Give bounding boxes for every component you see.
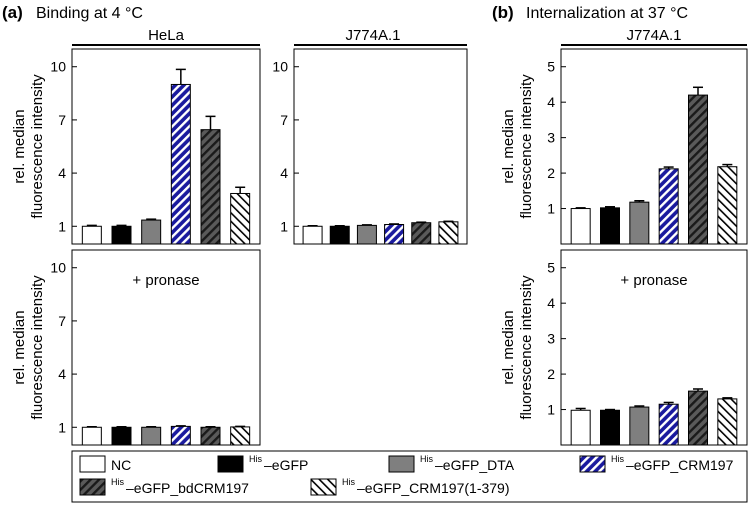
legend-swatch-egfp	[217, 455, 244, 473]
col-title-j774-internalization: J774A.1	[626, 27, 681, 44]
y-tick-label: 4	[58, 165, 66, 181]
bar-crm197_1_379	[438, 221, 459, 245]
plot-frame	[560, 48, 748, 245]
y-axis-label-line2: fluorescence intensity	[518, 275, 535, 420]
bar-nc	[81, 426, 102, 446]
legend-label-crm197_1_379: –eGFP_CRM197(1-379)	[357, 480, 510, 496]
bar-crm197	[658, 168, 679, 245]
bar-egfp	[600, 409, 620, 446]
y-tick-label: 1	[547, 402, 555, 418]
y-axis-label-line2: fluorescence intensity	[518, 74, 535, 219]
bar-nc	[302, 225, 323, 245]
legend-sup-egfp: His	[249, 454, 262, 464]
legend-label-crm197: –eGFP_CRM197	[626, 457, 734, 473]
bar-nc	[81, 225, 102, 245]
bar-crm197_1_379	[230, 192, 251, 245]
bar-egfp	[329, 225, 350, 245]
plot-frame	[293, 48, 468, 245]
bar-dta	[141, 219, 162, 245]
panel-a-title: Binding at 4 °C	[36, 5, 143, 22]
y-axis-label: rel. median	[500, 109, 517, 183]
y-tick-label: 1	[280, 218, 288, 234]
bar-dta	[356, 224, 377, 245]
chart-hela-pronase: 1 4 7 10 rel. median fluorescence intensity + …	[11, 249, 261, 446]
legend-swatch-crm197_1_379	[310, 478, 337, 496]
y-tick-label: 4	[280, 165, 288, 181]
y-axis-label: rel. median	[500, 310, 517, 384]
y-tick-label: 3	[547, 130, 555, 146]
bar-bdcrm197	[200, 426, 221, 446]
plot-frame	[71, 249, 261, 446]
chart-j774-binding: 1 4 7 10	[272, 48, 468, 245]
y-tick-label: 7	[58, 313, 66, 329]
bar-dta	[629, 406, 650, 446]
bar-bdcrm197	[688, 94, 708, 245]
y-axis-label-line2: fluorescence intensity	[29, 275, 46, 420]
bar-egfp	[111, 225, 132, 245]
legend-swatch-crm197	[579, 455, 606, 473]
y-tick-label: 5	[547, 260, 555, 276]
y-tick-label: 10	[50, 260, 66, 276]
chart-j774-pronase: 1 2 3 4 5 rel. median fluorescence intensity + …	[500, 249, 748, 446]
bar-dta	[141, 426, 162, 446]
legend-sup-bdcrm197: His	[111, 477, 124, 487]
bar-dta	[629, 201, 650, 245]
legend-sup-crm197: His	[611, 454, 624, 464]
y-tick-label: 4	[547, 94, 555, 110]
plot-frame	[71, 48, 261, 245]
panel-b-letter: (b)	[492, 3, 514, 22]
legend-swatch-nc	[79, 455, 106, 473]
col-title-hela: HeLa	[148, 27, 185, 44]
bar-bdcrm197	[200, 129, 221, 245]
legend-label-nc: NC	[111, 457, 131, 473]
panel-annotation: + pronase	[620, 272, 687, 289]
bar-crm197_1_379	[230, 426, 251, 446]
bar-crm197_1_379	[717, 166, 738, 245]
y-axis-label: rel. median	[11, 310, 28, 384]
bar-crm197	[170, 425, 191, 446]
legend-label-bdcrm197: –eGFP_bdCRM197	[126, 480, 249, 496]
bar-nc	[570, 409, 591, 446]
y-tick-label: 7	[58, 112, 66, 128]
bar-crm197	[170, 83, 191, 245]
y-tick-label: 1	[547, 201, 555, 217]
y-tick-label: 2	[547, 165, 555, 181]
legend-label-egfp: –eGFP	[264, 457, 308, 473]
y-tick-label: 4	[58, 366, 66, 382]
legend: NC His –eGFP His –eGFP_DTA His –eGFP_CRM197His…	[71, 450, 748, 503]
legend-sup-dta: His	[420, 454, 433, 464]
y-tick-label: 4	[547, 295, 555, 311]
chart-hela-binding: 1 4 7 10 rel. median fluorescence intensity	[11, 48, 261, 245]
bar-egfp	[600, 207, 620, 245]
panel-annotation: + pronase	[132, 272, 199, 289]
bar-crm197	[384, 224, 405, 245]
legend-sup-crm197_1_379: His	[342, 477, 355, 487]
legend-label-dta: –eGFP_DTA	[435, 457, 515, 473]
bar-crm197	[658, 403, 679, 446]
col-title-j774-binding: J774A.1	[345, 27, 400, 44]
legend-swatch-bdcrm197	[79, 478, 106, 496]
bar-crm197_1_379	[717, 398, 738, 446]
y-tick-label: 10	[50, 59, 66, 75]
bar-nc	[570, 208, 591, 245]
y-axis-label-line2: fluorescence intensity	[29, 74, 46, 219]
y-tick-label: 7	[280, 112, 288, 128]
legend-swatch-dta	[388, 455, 415, 473]
y-axis-label: rel. median	[11, 109, 28, 183]
plot-frame	[560, 249, 748, 446]
bar-egfp	[111, 426, 132, 446]
bar-bdcrm197	[688, 390, 708, 446]
panel-a-letter: (a)	[2, 3, 23, 22]
chart-j774-internalization: 1 2 3 4 5 rel. median fluorescence intensity	[500, 48, 748, 245]
y-tick-label: 1	[58, 419, 66, 435]
y-tick-label: 10	[272, 59, 288, 75]
panel-b-title: Internalization at 37 °C	[526, 5, 688, 22]
bar-bdcrm197	[411, 222, 432, 245]
y-tick-label: 3	[547, 331, 555, 347]
y-tick-label: 1	[58, 218, 66, 234]
y-tick-label: 2	[547, 366, 555, 382]
y-tick-label: 5	[547, 59, 555, 75]
